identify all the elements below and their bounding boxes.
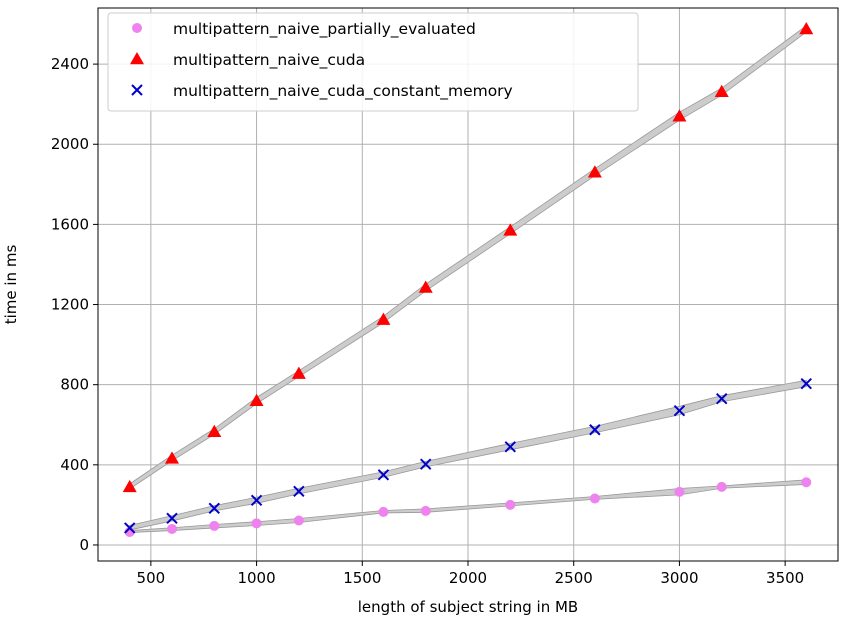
data-point-series-2: [166, 512, 178, 525]
legend-marker-0: [132, 23, 142, 33]
data-point-series-2: [504, 441, 516, 453]
data-point-series-2: [800, 377, 812, 390]
legend: multipattern_naive_partially_evaluatedmu…: [107, 12, 639, 112]
data-point-series-0: [716, 481, 727, 492]
data-point-series-2: [673, 405, 686, 417]
data-point-series-2: [589, 424, 601, 436]
data-point-series-1: [376, 312, 391, 325]
data-point-series-1: [291, 366, 306, 379]
x-tick-label: 1000: [237, 569, 275, 587]
data-point-series-1: [165, 451, 179, 464]
x-tick-label: 3500: [766, 569, 804, 587]
axis-ticks: 500 1000 1500 2000 2500 3000 3500 0 400 800 1200 16…: [51, 55, 804, 587]
y-tick-label: 0: [79, 536, 89, 554]
x-tick-label: 3000: [660, 569, 698, 587]
data-point-series-0: [251, 518, 262, 529]
data-point-series-2: [250, 494, 263, 506]
x-tick-label: 2500: [555, 569, 593, 587]
y-tick-label: 800: [60, 376, 89, 394]
data-point-series-1: [418, 280, 433, 293]
data-point-series-1: [122, 479, 137, 493]
data-point-series-1: [672, 109, 687, 122]
data-point-series-1: [503, 223, 518, 236]
x-axis-label: length of subject string in MB: [358, 598, 578, 616]
y-tick-label: 2000: [51, 135, 89, 153]
y-tick-label: 1200: [51, 296, 89, 314]
data-point-series-0: [420, 505, 431, 516]
y-axis-label: time in ms: [2, 245, 20, 325]
data-point-series-0: [801, 477, 812, 488]
legend-box: [107, 12, 639, 112]
data-point-series-0: [378, 506, 389, 517]
legend-label-2: multipattern_naive_cuda_constant_memory: [173, 82, 513, 101]
data-point-series-0: [167, 523, 177, 534]
data-point-series-0: [674, 486, 685, 497]
data-point-series-2: [420, 458, 432, 470]
legend-marker-1: [130, 52, 144, 65]
data-point-series-1: [799, 22, 814, 35]
data-point-series-2: [293, 485, 305, 497]
data-point-series-2: [716, 392, 728, 405]
data-point-series-0: [505, 499, 516, 510]
data-point-series-2: [124, 522, 136, 534]
data-point-series-2: [208, 502, 220, 515]
y-tick-label: 1600: [51, 215, 89, 233]
data-point-series-2: [377, 469, 390, 481]
data-point-series-0: [589, 493, 600, 504]
data-point-series-1: [207, 424, 222, 438]
y-tick-label: 2400: [51, 55, 89, 73]
legend-label-1: multipattern_naive_cuda: [173, 51, 365, 70]
data-point-series-1: [587, 165, 602, 178]
data-point-series-0: [293, 515, 304, 526]
legend-label-0: multipattern_naive_partially_evaluated: [173, 20, 476, 39]
data-point-series-1: [249, 393, 264, 406]
data-markers: [122, 22, 814, 537]
x-tick-label: 1500: [343, 569, 381, 587]
x-tick-label: 2000: [449, 569, 487, 587]
data-point-series-1: [714, 84, 729, 98]
y-tick-label: 400: [60, 456, 89, 474]
x-tick-label: 500: [137, 569, 166, 587]
data-point-series-0: [209, 520, 220, 531]
legend-marker-2: [131, 84, 143, 96]
